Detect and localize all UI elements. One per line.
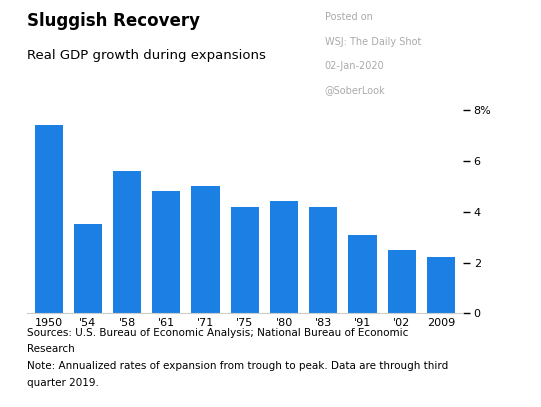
Text: Research: Research (27, 344, 75, 354)
Text: @SoberLook: @SoberLook (325, 85, 385, 96)
Text: Sources: U.S. Bureau of Economic Analysis; National Bureau of Economic: Sources: U.S. Bureau of Economic Analysi… (27, 328, 408, 338)
Bar (230, 207, 259, 313)
Bar (35, 125, 63, 313)
Text: Note: Annualized rates of expansion from trough to peak. Data are through third: Note: Annualized rates of expansion from… (27, 361, 448, 372)
Text: quarter 2019.: quarter 2019. (27, 378, 99, 388)
Bar (74, 224, 102, 313)
Text: Real GDP growth during expansions: Real GDP growth during expansions (27, 49, 266, 62)
Bar (113, 171, 141, 313)
Text: WSJ: The Daily Shot: WSJ: The Daily Shot (325, 37, 421, 47)
Text: Posted on: Posted on (325, 12, 372, 22)
Text: Sluggish Recovery: Sluggish Recovery (27, 12, 200, 30)
Bar (270, 201, 298, 313)
Bar (152, 191, 181, 313)
Bar (387, 250, 416, 313)
Bar (348, 234, 377, 313)
Bar (309, 207, 338, 313)
Text: 02-Jan-2020: 02-Jan-2020 (325, 61, 384, 71)
Bar (192, 186, 220, 313)
Bar (427, 258, 455, 313)
